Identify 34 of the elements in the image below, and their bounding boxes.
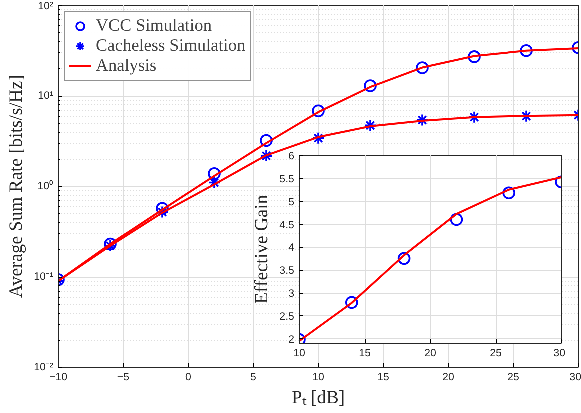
x-axis-title: Pₜ [dB] — [292, 388, 346, 408]
y-axis-title: Effective Gain — [252, 194, 273, 304]
y-tick-label: 3.5 — [280, 265, 295, 278]
legend-label: Cacheless Simulation — [96, 36, 246, 56]
x-tick-label: −10 — [49, 372, 68, 384]
y-tick-label: 10⁰ — [38, 180, 54, 192]
y-axis-title: Average Sum Rate [bits/s/Hz] — [6, 75, 28, 298]
x-tick-label: 25 — [490, 348, 502, 360]
y-tick-label: 4 — [288, 242, 295, 254]
x-tick-label: 20 — [424, 348, 436, 360]
y-tick-label: 10¹ — [38, 90, 54, 102]
y-tick-label: 10⁻¹ — [34, 271, 54, 283]
y-tick-label: 2.5 — [280, 310, 295, 323]
x-tick-label: 30 — [570, 372, 581, 384]
x-tick-label: 10 — [294, 348, 306, 360]
x-tick-label: 5 — [250, 372, 257, 384]
x-tick-label: 15 — [378, 372, 390, 384]
y-tick-label: 6 — [288, 150, 295, 162]
y-tick-label: 5 — [288, 196, 295, 208]
y-tick-label: 10⁻² — [34, 362, 54, 374]
x-tick-label: 15 — [359, 348, 371, 360]
x-tick-label: 10 — [312, 372, 324, 384]
legend-label: Analysis — [96, 56, 157, 76]
y-tick-label: 3 — [288, 288, 295, 300]
y-tick-label: 10² — [38, 0, 54, 12]
x-tick-label: 0 — [186, 372, 192, 384]
legend-label: VCC Simulation — [96, 16, 212, 36]
x-tick-label: 25 — [508, 372, 520, 384]
y-tick-label: 5.5 — [280, 173, 295, 186]
x-tick-label: 20 — [442, 372, 454, 384]
x-tick-label: −5 — [117, 372, 130, 384]
y-tick-label: 4.5 — [280, 219, 295, 232]
x-tick-label: 30 — [554, 348, 566, 360]
y-tick-label: 2 — [288, 334, 295, 346]
